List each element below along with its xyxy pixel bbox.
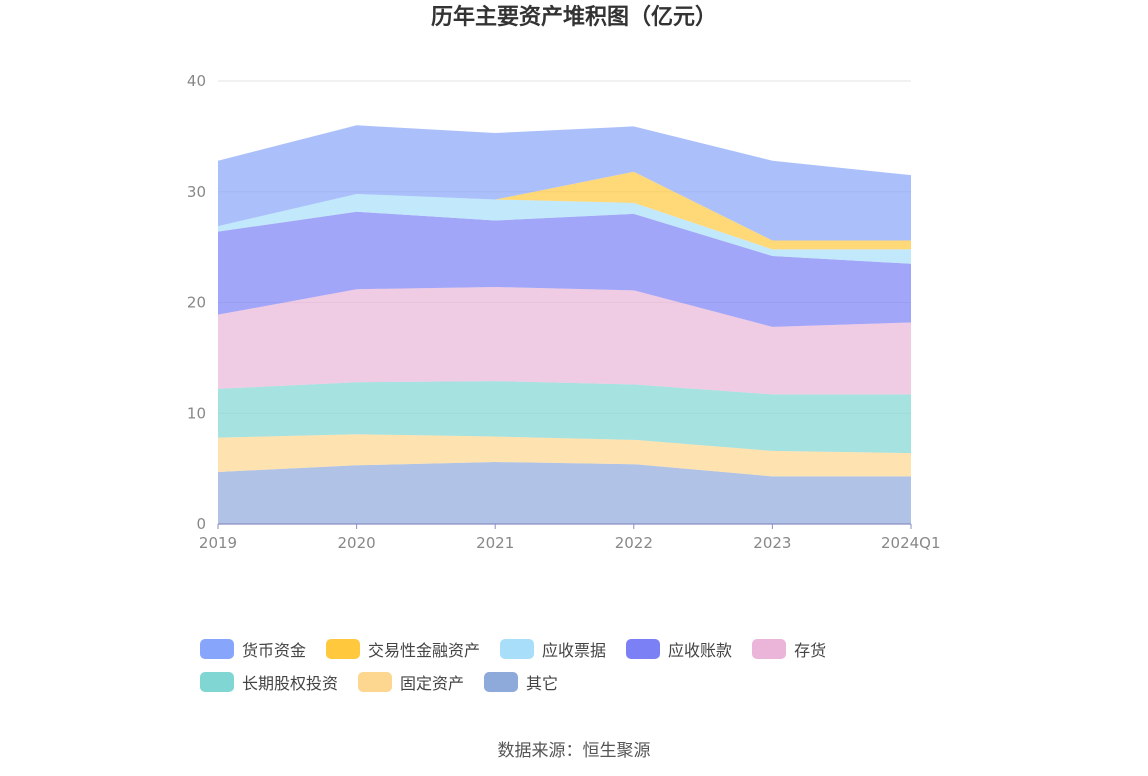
legend-item[interactable]: 存货 xyxy=(752,636,826,661)
legend-item[interactable]: 长期股权投资 xyxy=(200,669,338,694)
y-tick-label: 0 xyxy=(196,515,206,533)
area-series-7[interactable]: 货币资金 xyxy=(218,125,911,241)
legend-label: 应收票据 xyxy=(542,640,607,660)
legend-item[interactable]: 应收账款 xyxy=(626,636,732,661)
x-tick-label: 2020 xyxy=(338,534,376,552)
legend-item[interactable]: 交易性金融资产 xyxy=(326,636,480,661)
legend-swatch xyxy=(326,638,361,659)
area-series-6[interactable]: 交易性金融资产 xyxy=(218,171,911,250)
legend-label: 长期股权投资 xyxy=(242,673,339,693)
x-tick-label: 2024Q1 xyxy=(881,534,941,552)
legend-swatch xyxy=(358,671,393,692)
area-series-4[interactable]: 应收账款 xyxy=(218,211,911,327)
y-tick-label: 30 xyxy=(187,183,206,201)
legend-item[interactable]: 货币资金 xyxy=(200,636,306,661)
legend-label: 货币资金 xyxy=(242,640,307,660)
y-tick-label: 40 xyxy=(187,72,206,90)
legend-swatch xyxy=(200,671,234,692)
x-tick-label: 2023 xyxy=(753,534,791,552)
legend-swatch xyxy=(626,638,661,659)
y-tick-label: 10 xyxy=(187,404,206,422)
x-tick-label: 2022 xyxy=(615,534,653,552)
area-series-3[interactable]: 存货 xyxy=(218,287,911,395)
legend-label: 其它 xyxy=(526,673,559,693)
legend-label: 固定资产 xyxy=(400,673,465,693)
area-series-5[interactable]: 应收票据 xyxy=(218,193,911,264)
legend-item[interactable]: 固定资产 xyxy=(358,669,464,694)
chart-legend: 货币资金 交易性金融资产 应收票据 应收账款 存货长期股权投资 固定资产 其它 xyxy=(200,636,980,694)
legend-swatch xyxy=(200,638,234,659)
chart-title: 历年主要资产堆积图（亿元） xyxy=(430,5,717,30)
legend-item[interactable]: 应收票据 xyxy=(500,636,606,661)
area-series-0[interactable]: 其它 xyxy=(218,461,911,524)
legend-item[interactable]: 其它 xyxy=(484,669,558,694)
x-tick-label: 2019 xyxy=(199,534,237,552)
legend-swatch xyxy=(752,638,787,659)
legend-label: 交易性金融资产 xyxy=(368,640,481,660)
x-tick-label: 2021 xyxy=(476,534,514,552)
legend-label: 应收账款 xyxy=(668,640,733,660)
legend-swatch xyxy=(484,671,519,692)
data-source-note: 数据来源：恒生聚源 xyxy=(497,741,651,761)
stacked-area-chart: 0 10 20 30 40 其它固定资产长期股权投资存货应收账款应收票据交易性金融资产货币… xyxy=(187,72,941,552)
area-series-1[interactable]: 固定资产 xyxy=(218,434,911,477)
area-series-2[interactable]: 长期股权投资 xyxy=(218,381,911,454)
legend-label: 存货 xyxy=(794,640,827,660)
y-tick-label: 20 xyxy=(187,294,206,312)
legend-swatch xyxy=(500,638,535,659)
